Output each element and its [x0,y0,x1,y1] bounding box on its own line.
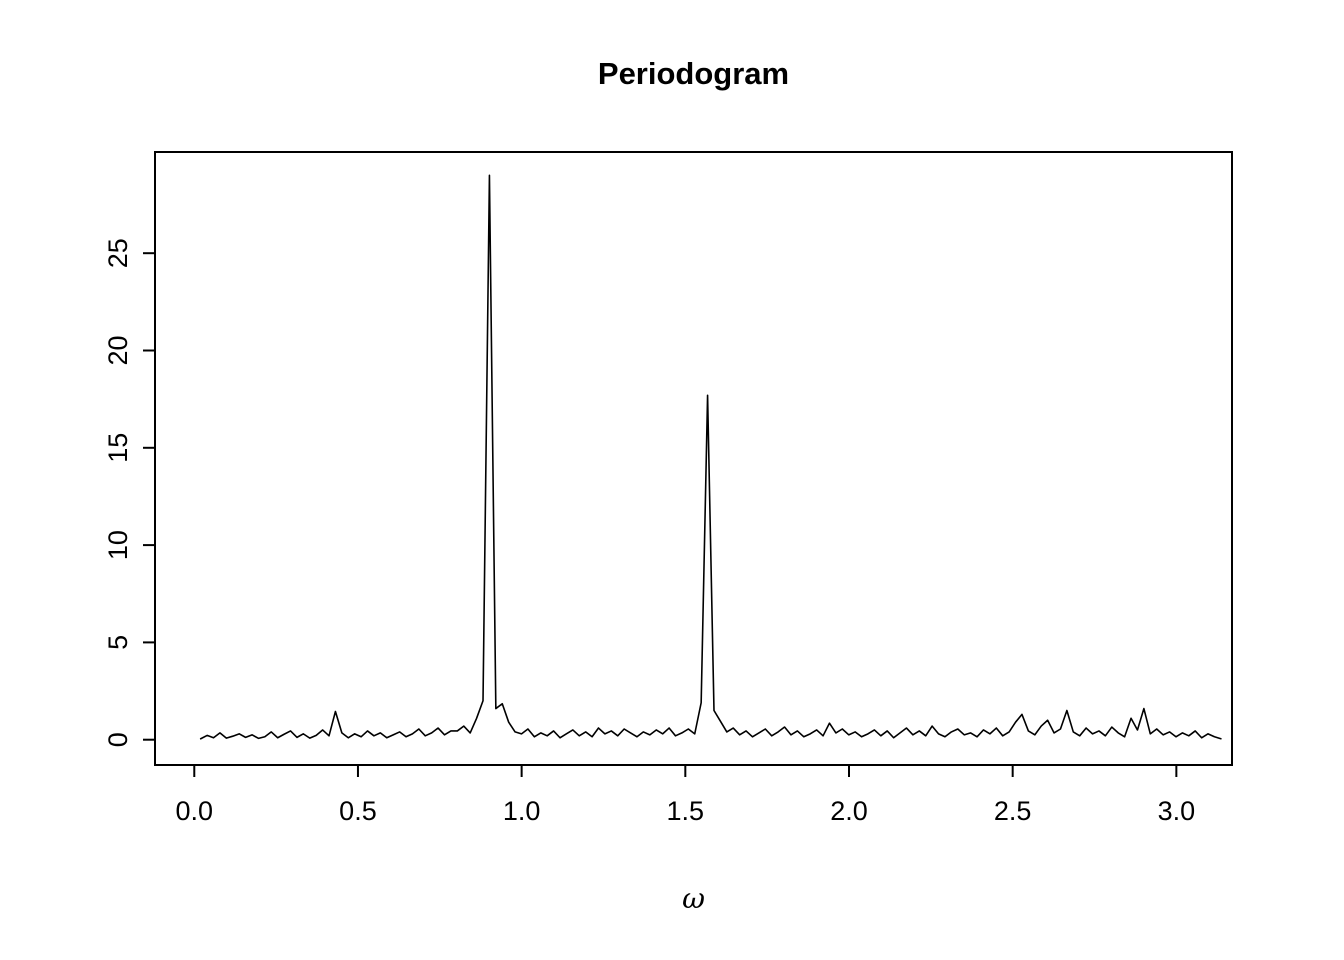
y-tick-label: 15 [103,433,133,463]
x-axis-label: ω [682,882,705,915]
x-tick-label: 1.5 [667,796,705,826]
y-tick-label: 5 [103,635,133,650]
x-tick-label: 2.0 [830,796,868,826]
x-tick-label: 3.0 [1158,796,1196,826]
x-tick-label: 0.5 [339,796,377,826]
y-tick-label: 25 [103,238,133,268]
x-tick-label: 2.5 [994,796,1032,826]
y-tick-label: 10 [103,530,133,560]
periodogram-line [199,174,1222,740]
plot-box [154,151,1233,766]
chart-title: Periodogram [597,56,790,91]
y-tick-label: 20 [103,335,133,365]
y-tick-label: 0 [103,732,133,747]
x-tick-label: 1.0 [503,796,541,826]
x-tick-label: 0.0 [176,796,214,826]
